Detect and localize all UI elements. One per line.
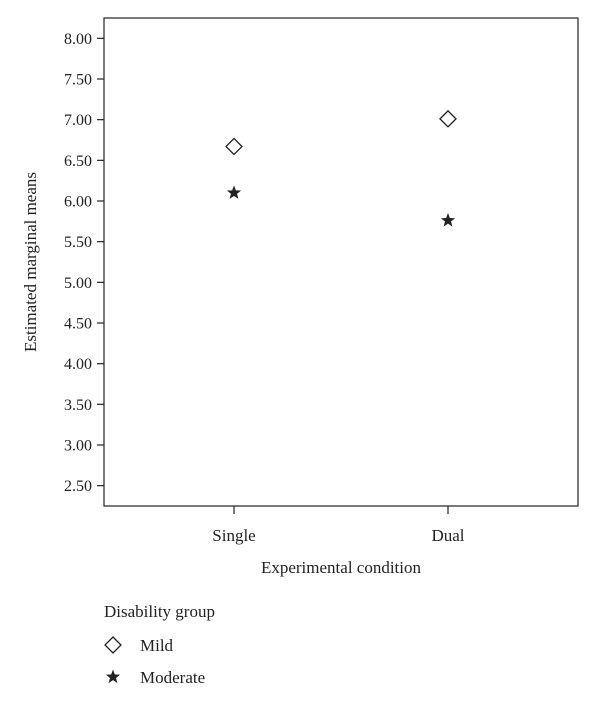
y-tick-label: 6.50 — [64, 153, 92, 170]
plot-frame — [103, 17, 579, 507]
legend: Disability group Mild Moderate — [104, 602, 215, 687]
y-tick-label: 8.00 — [64, 31, 92, 48]
y-tick-label: 2.50 — [64, 478, 92, 495]
data-points — [225, 109, 457, 227]
y-tick-label: 7.50 — [64, 72, 92, 89]
y-tick-label: 4.00 — [64, 356, 92, 373]
point-moderate-single — [226, 185, 242, 199]
y-tick-label: 3.50 — [64, 397, 92, 414]
x-tick-label: Single — [212, 526, 255, 545]
legend-label: Mild — [140, 636, 174, 655]
point-mild-dual — [439, 109, 457, 128]
y-tick-label: 3.00 — [64, 438, 92, 455]
y-tick-label: 4.50 — [64, 316, 92, 333]
point-mild-single — [225, 137, 243, 156]
x-axis-label: Experimental condition — [261, 558, 422, 577]
y-axis: 2.50 3.00 3.50 4.00 4.50 5.00 5.50 6.00 6.50 7.00… — [64, 31, 104, 495]
legend-title: Disability group — [104, 602, 215, 621]
legend-label: Moderate — [140, 668, 205, 687]
y-tick-label: 7.00 — [64, 112, 92, 129]
y-tick-label: 6.00 — [64, 194, 92, 211]
y-tick-label: 5.50 — [64, 234, 92, 251]
x-axis: Single Dual — [212, 506, 465, 545]
x-tick-label: Dual — [431, 526, 464, 545]
legend-marker-moderate — [105, 669, 121, 684]
y-axis-label: Estimated marginal means — [21, 172, 40, 352]
point-moderate-dual — [440, 213, 456, 227]
y-tick-label: 5.00 — [64, 275, 92, 292]
legend-marker-mild — [104, 636, 122, 654]
